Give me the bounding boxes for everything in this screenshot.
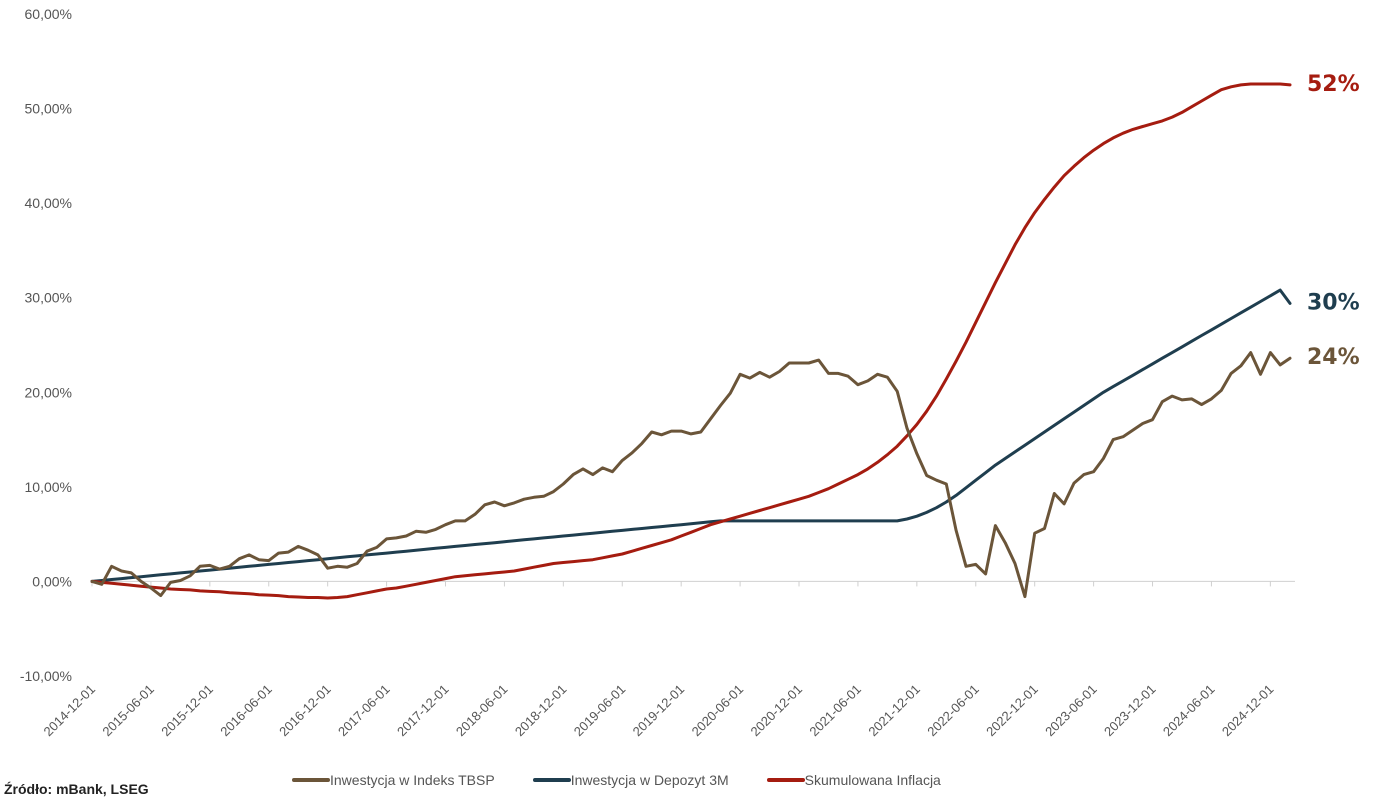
source-note: Źródło: mBank, LSEG	[4, 781, 149, 797]
y-axis: 60,00% 50,00% 40,00% 30,00% 20,00% 10,00% 0,00…	[20, 6, 72, 684]
x-tick-label: 2017-06-01	[335, 682, 393, 740]
x-tick-label: 2018-12-01	[512, 682, 570, 740]
legend-swatch	[532, 778, 571, 782]
end-label-2: 52%	[1307, 72, 1360, 97]
legend-swatch	[766, 778, 805, 782]
x-axis: 2014-12-01 2015-06-01 2015-12-01 2016-06-01…	[40, 581, 1276, 739]
x-tick-label: 2016-06-01	[217, 682, 275, 740]
series-line-2	[90, 82, 1292, 600]
x-tick-label: 2024-06-01	[1160, 682, 1218, 740]
x-tick-label: 2022-06-01	[924, 682, 982, 740]
x-tick-label: 2016-12-01	[276, 682, 334, 740]
legend-item-0: Inwestycja w Indeks TBSP	[292, 772, 495, 788]
x-tick-label: 2017-12-01	[394, 682, 452, 740]
legend-item-2: Skumulowana Inflacja	[766, 772, 941, 788]
end-label-1: 30%	[1307, 290, 1360, 315]
x-tick-label: 2022-12-01	[983, 682, 1041, 740]
x-tick-label: 2021-06-01	[806, 682, 864, 740]
legend-label: Inwestycja w Indeks TBSP	[330, 772, 495, 788]
y-tick-label: 30,00%	[25, 290, 72, 306]
y-tick-label: 50,00%	[25, 101, 72, 117]
y-tick-label: 10,00%	[25, 479, 72, 495]
series-lines	[90, 82, 1292, 600]
series-line-1	[90, 288, 1292, 583]
legend: Inwestycja w Indeks TBSP Inwestycja w Dep…	[292, 772, 941, 788]
legend-label: Inwestycja w Depozyt 3M	[570, 772, 729, 788]
x-tick-label: 2014-12-01	[40, 682, 98, 740]
x-tick-label: 2020-12-01	[748, 682, 806, 740]
y-tick-label: 20,00%	[25, 384, 72, 400]
legend-swatch	[292, 778, 330, 782]
y-tick-label: 60,00%	[25, 6, 72, 22]
x-tick-label: 2019-12-01	[630, 682, 688, 740]
x-tick-label: 2021-12-01	[865, 682, 923, 740]
end-labels: 24% 30% 52%	[1307, 72, 1360, 370]
x-tick-label: 2023-12-01	[1101, 682, 1159, 740]
y-tick-label: 0,00%	[32, 573, 72, 589]
x-tick-label: 2015-12-01	[158, 682, 216, 740]
x-tick-label: 2019-06-01	[571, 682, 629, 740]
x-tick-label: 2020-06-01	[689, 682, 747, 740]
x-tick-label: 2018-06-01	[453, 682, 511, 740]
x-tick-label: 2023-06-01	[1042, 682, 1100, 740]
y-tick-label: -10,00%	[20, 668, 72, 684]
legend-item-1: Inwestycja w Depozyt 3M	[532, 772, 729, 788]
y-tick-label: 40,00%	[25, 195, 72, 211]
end-label-0: 24%	[1307, 345, 1360, 370]
x-tick-label: 2015-06-01	[99, 682, 157, 740]
legend-label: Skumulowana Inflacja	[804, 772, 941, 788]
series-line-0	[90, 351, 1292, 599]
x-tick-label: 2024-12-01	[1219, 682, 1277, 740]
